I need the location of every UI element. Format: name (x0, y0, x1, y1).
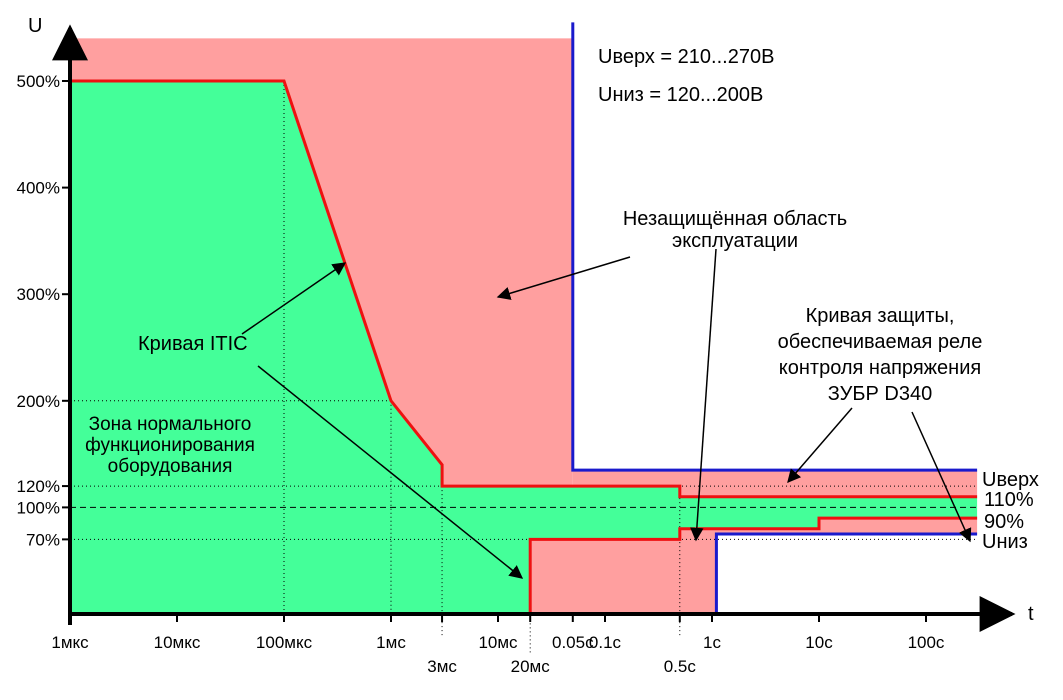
y-tick-labels: 500% 400% 300% 200% 120% 100% 70% (17, 72, 70, 549)
y-tick-5: 100% (17, 498, 60, 517)
x-tick-3: 1мс (376, 633, 406, 652)
arrow-protection-upper (787, 407, 853, 484)
normal-zone-right (572, 470, 978, 497)
x-tick-7: 0.05с (552, 633, 594, 652)
legend-lower-range: Uниз = 120...200В (598, 84, 763, 106)
protection-label-4: ЗУБР D340 (828, 383, 932, 405)
arrow-itic-lower (257, 365, 524, 579)
legend-upper-range: Uверх = 210...270В (598, 46, 774, 68)
x-tick-6: 20мс (511, 657, 551, 676)
x-tick-12: 100с (908, 633, 945, 652)
itic-curve-label: Кривая ITIC (138, 333, 248, 355)
x-tick-8: 0.1с (589, 633, 622, 652)
unprotected-zone-label-2: эксплуатации (672, 230, 798, 252)
protection-upper-curve (571, 22, 978, 472)
reference-lines (70, 81, 978, 654)
y-tick-6: 70% (26, 530, 60, 549)
unprotected-zone-lower (530, 518, 978, 614)
x-tick-9: 0.5с (664, 657, 697, 676)
y-tick-2: 300% (17, 285, 60, 304)
y-tick-4: 120% (17, 477, 60, 496)
y-tick-1: 400% (17, 179, 60, 198)
arrow-protection-lower (911, 411, 972, 543)
x-axis-label: t (1028, 603, 1034, 625)
protection-label-2: обеспечиваемая реле (778, 331, 983, 353)
itic-upper-curve (70, 79, 978, 499)
x-tick-2: 100мкс (256, 633, 313, 652)
arrow-unprotected (496, 256, 631, 300)
arrow-itic-upper (241, 262, 347, 335)
annotation-arrows (241, 248, 972, 579)
protection-label-1: Кривая защиты, (806, 305, 955, 327)
itic-lower-curve (528, 516, 978, 614)
y-tick-0: 500% (17, 72, 60, 91)
normal-operation-zone (70, 81, 978, 614)
y-axis-label: U (28, 15, 42, 37)
right-label-uupper: Uверх (982, 469, 1039, 491)
right-label-ulower: Uниз (982, 531, 1028, 553)
x-tick-11: 10с (805, 633, 833, 652)
normal-zone-label-2: функционирования (85, 435, 255, 456)
x-tick-5: 10мс (478, 633, 518, 652)
right-label-90: 90% (984, 511, 1024, 533)
x-tick-10: 1с (703, 633, 721, 652)
x-tick-0: 1мкс (51, 633, 89, 652)
x-tick-4: 3мс (427, 657, 457, 676)
protection-label-3: контроля напряжения (779, 357, 981, 379)
y-tick-3: 200% (17, 392, 60, 411)
unprotected-zone-label-1: Незащищённая область (623, 208, 847, 230)
x-tick-1: 10мкс (154, 633, 201, 652)
normal-zone-label-3: оборудования (108, 456, 233, 477)
protection-lower-curve (714, 532, 978, 614)
normal-zone-label-1: Зона нормального (89, 414, 252, 435)
right-label-110: 110% (984, 489, 1034, 511)
arrow-unprotected-lower (690, 248, 717, 542)
